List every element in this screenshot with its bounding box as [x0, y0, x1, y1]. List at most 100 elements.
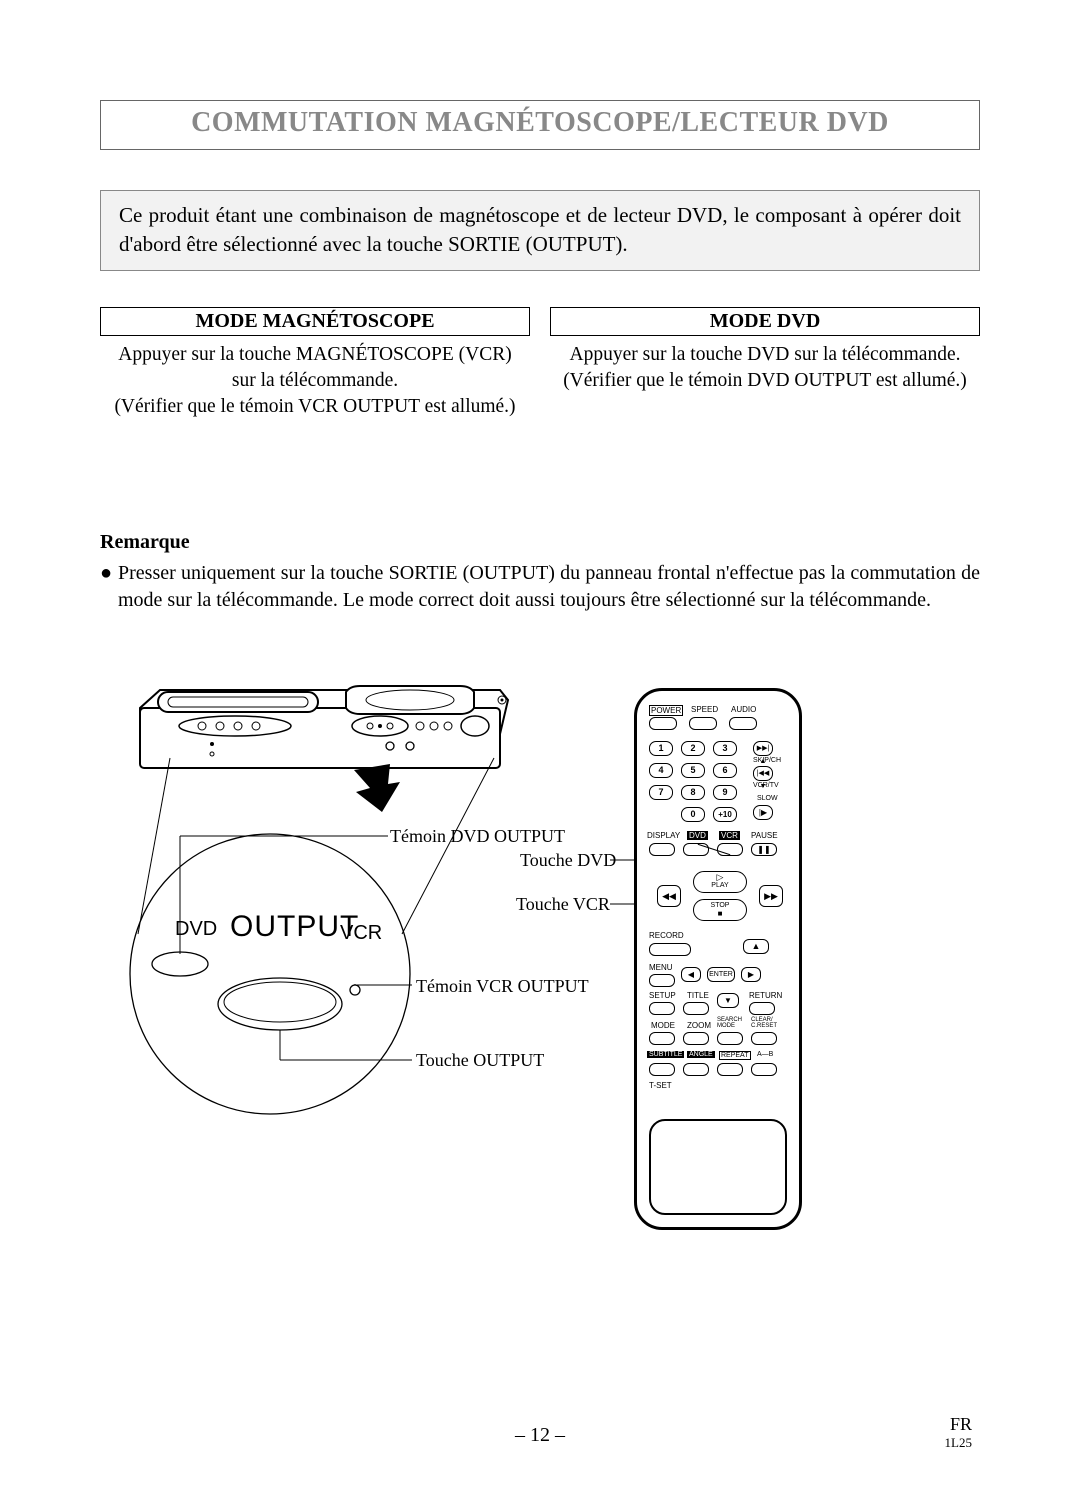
remote-mode-label: MODE [651, 1021, 675, 1030]
mode-dvd-body: Appuyer sur la touche DVD sur la télécom… [550, 342, 980, 395]
mode-dvd-column: MODE DVD Appuyer sur la touche DVD sur l… [550, 307, 980, 421]
remote-menu-button[interactable] [649, 974, 675, 987]
remote-setup-button[interactable] [649, 1002, 675, 1015]
remote-pause-button[interactable]: ❚❚ [751, 843, 777, 856]
remote-down-button[interactable]: ▼ [717, 993, 739, 1008]
remote-record-button[interactable] [649, 943, 691, 956]
remote-digit-5[interactable]: 5 [681, 763, 705, 778]
remote-return-label: RETURN [749, 991, 782, 1000]
mode-vcr-heading: MODE MAGNÉTOSCOPE [100, 307, 530, 336]
remote-digit-3[interactable]: 3 [713, 741, 737, 756]
remote-title-button[interactable] [683, 1002, 709, 1015]
remark-text: Presser uniquement sur la touche SORTIE … [118, 560, 980, 614]
remote-digit-2[interactable]: 2 [681, 741, 705, 756]
diagram-area: OUTPUT DVD VCR Témoin DVD OUTPUT Touche … [100, 664, 980, 1284]
mode-dvd-heading: MODE DVD [550, 307, 980, 336]
remote-repeat-button[interactable] [717, 1063, 743, 1076]
remote-angle-label: ANGLE [687, 1051, 715, 1058]
remote-search-label: SEARCH MODE [717, 1017, 742, 1029]
mode-vcr-line1: Appuyer sur la touche MAGNÉTOSCOPE (VCR) [118, 344, 511, 365]
remote-angle-button[interactable] [683, 1063, 709, 1076]
callout-temoin-dvd: Témoin DVD OUTPUT [390, 826, 565, 847]
remote-subtitle-label: SUBTITLE [647, 1051, 684, 1058]
mode-dvd-line2: (Vérifier que le témoin DVD OUTPUT est a… [563, 370, 967, 391]
remote-ab-label: A—B [757, 1051, 773, 1058]
remote-mode-button[interactable] [649, 1032, 675, 1045]
remote-power-label: POWER [649, 705, 683, 716]
remote-dvd-label: DVD [687, 831, 708, 840]
remote-digit-9[interactable]: 9 [713, 785, 737, 800]
page-number: – 12 – [0, 1424, 1080, 1447]
remote-eject-button[interactable]: ▲ [743, 939, 769, 954]
remote-digit-7[interactable]: 7 [649, 785, 673, 800]
mode-vcr-column: MODE MAGNÉTOSCOPE Appuyer sur la touche … [100, 307, 530, 421]
callout-touche-vcr: Touche VCR [516, 894, 610, 915]
footer-lang: FR [945, 1414, 972, 1435]
mode-dvd-line1: Appuyer sur la touche DVD sur la télécom… [570, 344, 961, 365]
remote-control-icon: POWER SPEED AUDIO 1 2 3 4 5 6 7 8 9 0 +1… [634, 688, 802, 1230]
arrow-icon [354, 764, 400, 812]
remote-vcrtv-label: VCR/TV [753, 782, 779, 789]
remote-bottom-panel-icon [649, 1119, 787, 1215]
remote-repeat-label: REPEAT [719, 1051, 751, 1060]
remote-display-label: DISPLAY [647, 831, 680, 840]
remote-pause-label: PAUSE [751, 831, 778, 840]
remote-digit-1[interactable]: 1 [649, 741, 673, 756]
remote-enter-button[interactable]: ENTER [707, 967, 735, 982]
callout-temoin-vcr: Témoin VCR OUTPUT [416, 976, 589, 997]
remote-skip-down-button[interactable]: |◀◀ ▼ [753, 766, 773, 781]
remote-power-button[interactable] [649, 717, 677, 730]
remote-menu-label: MENU [649, 963, 673, 972]
remote-tset-label: T-SET [649, 1081, 672, 1090]
remote-return-button[interactable] [749, 1002, 775, 1015]
zoom-dvd-label: DVD [175, 918, 217, 941]
mode-vcr-line2: sur la télécommande. [232, 370, 398, 391]
remote-audio-button[interactable] [729, 717, 757, 730]
remote-clear-button[interactable] [751, 1032, 777, 1045]
remote-stop-glyph: ■ [694, 910, 746, 918]
remote-play-glyph: ▷ [694, 873, 746, 882]
remote-stop-button[interactable]: STOP ■ [693, 899, 747, 921]
remote-play-button[interactable]: ▷ PLAY [693, 871, 747, 893]
diagram-svg [100, 664, 980, 1284]
callout-touche-dvd: Touche DVD [520, 850, 616, 871]
remote-skipch-label: SKIP/CH [753, 757, 781, 764]
footer-code: 1L25 [945, 1435, 972, 1451]
remote-slow-label: SLOW [757, 795, 778, 802]
remote-record-label: RECORD [649, 931, 684, 940]
mode-vcr-body: Appuyer sur la touche MAGNÉTOSCOPE (VCR)… [100, 342, 530, 421]
remote-ab-button[interactable] [751, 1063, 777, 1076]
remote-speed-label: SPEED [691, 705, 718, 714]
remote-left-button[interactable]: ◀ [681, 967, 701, 982]
remote-zoom-button[interactable] [683, 1032, 709, 1045]
remote-search-button[interactable] [717, 1032, 743, 1045]
mode-vcr-line3: (Vérifier que le témoin VCR OUTPUT est a… [114, 396, 515, 417]
remote-right-button[interactable]: ▶ [741, 967, 761, 982]
bullet-icon: ● [100, 560, 118, 614]
remote-vcr-label: VCR [719, 831, 740, 840]
remote-rew-button[interactable]: ◀◀ [657, 885, 681, 907]
remote-subtitle-button[interactable] [649, 1063, 675, 1076]
remote-digit-8[interactable]: 8 [681, 785, 705, 800]
remote-digit-plus10[interactable]: +10 [713, 807, 737, 822]
remote-dvd-button[interactable] [683, 843, 709, 856]
remark-heading: Remarque [100, 531, 980, 554]
remote-slow-button[interactable]: |▶ [753, 805, 773, 820]
remote-digit-4[interactable]: 4 [649, 763, 673, 778]
remote-title-label: TITLE [687, 991, 709, 1000]
zoom-circle-icon [130, 834, 410, 1114]
page-title: COMMUTATION MAGNÉTOSCOPE/LECTEUR DVD [100, 100, 980, 150]
footer-right: FR 1L25 [945, 1414, 972, 1451]
remote-setup-label: SETUP [649, 991, 676, 1000]
remote-audio-label: AUDIO [731, 705, 756, 714]
intro-box: Ce produit étant une combinaison de magn… [100, 190, 980, 271]
remote-digit-0[interactable]: 0 [681, 807, 705, 822]
remote-speed-button[interactable] [689, 717, 717, 730]
remote-ff-button[interactable]: ▶▶ [759, 885, 783, 907]
remote-skip-up-button[interactable]: ▶▶| ▲ [753, 741, 773, 756]
zoom-vcr-label: VCR [340, 922, 382, 945]
remote-digit-6[interactable]: 6 [713, 763, 737, 778]
player-unit-icon [140, 686, 508, 768]
remote-display-button[interactable] [649, 843, 675, 856]
remote-clear-label: CLEAR/ C.RESET [751, 1017, 777, 1029]
